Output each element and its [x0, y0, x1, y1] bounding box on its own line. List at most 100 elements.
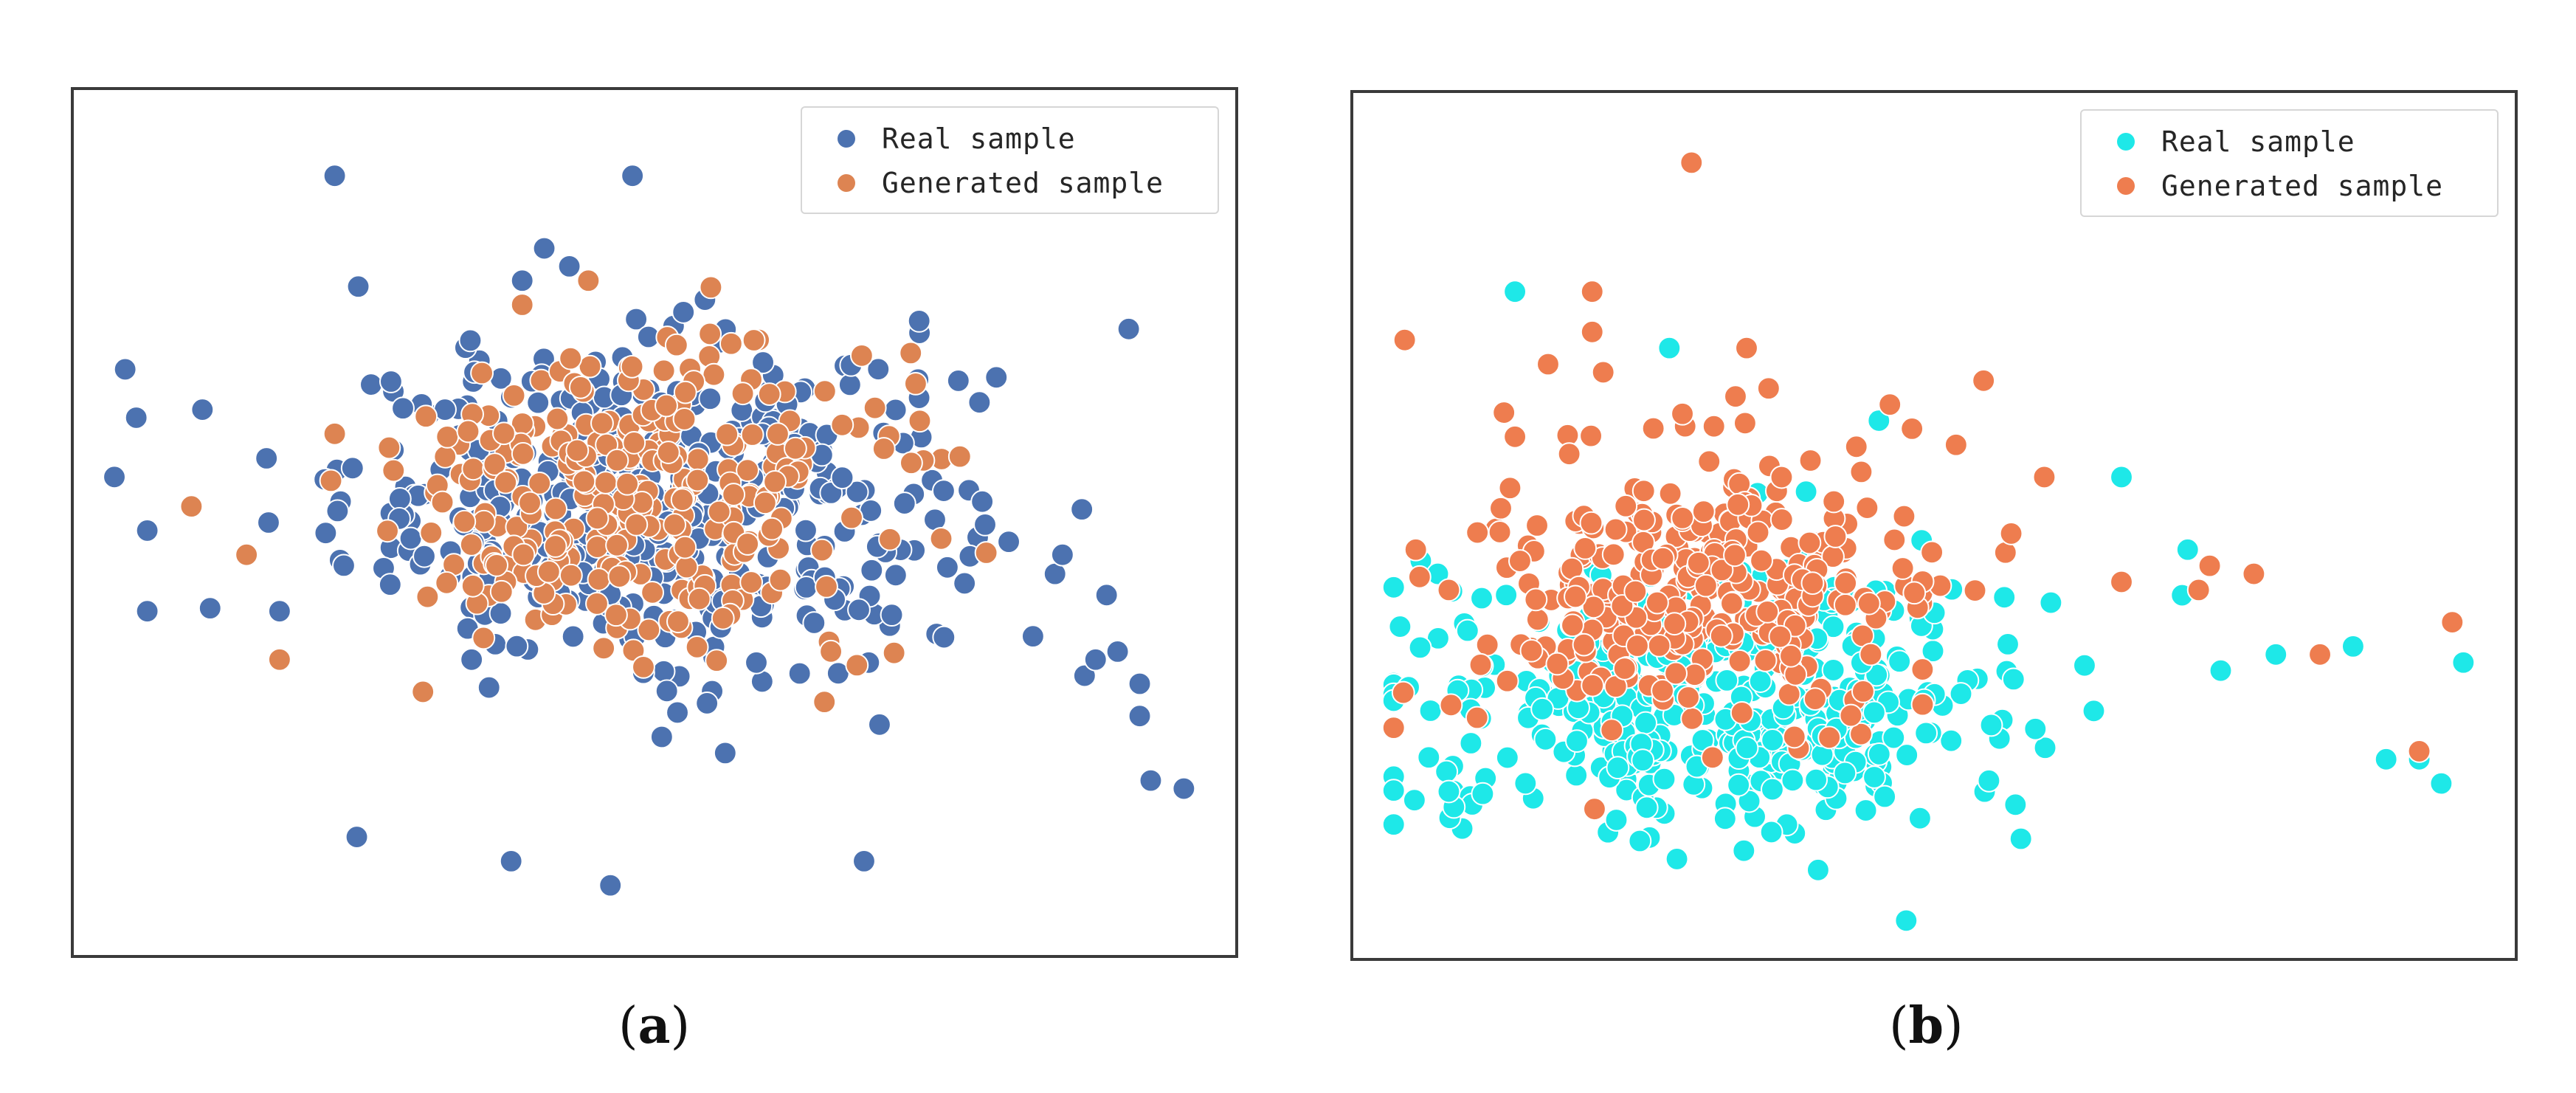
generated-sample-point: [1817, 725, 1842, 750]
generated-sample-point: [615, 472, 640, 496]
real-sample-point: [2001, 667, 2026, 692]
real-sample-point: [880, 603, 904, 627]
generated-sample-point: [536, 559, 561, 584]
generated-sample-point: [1963, 579, 1987, 602]
real-sample-point: [1735, 736, 1759, 760]
generated-sample-point: [605, 448, 629, 472]
real-sample-point: [135, 599, 159, 624]
generated-sample-point: [1890, 556, 1915, 580]
real-sample-point: [1494, 583, 1519, 607]
real-sample-point: [751, 351, 775, 374]
legend-b-real: Real sample: [2096, 120, 2478, 164]
generated-sample-point: [1777, 682, 1801, 706]
generated-sample-point: [377, 435, 401, 460]
generated-sample-point: [707, 500, 731, 524]
generated-sample-point: [760, 517, 784, 541]
generated-sample-point: [620, 354, 644, 379]
generated-sample-point: [528, 471, 552, 495]
real-sample-point: [845, 480, 869, 504]
generated-sample-point: [1536, 352, 1560, 376]
generated-sample-point: [739, 570, 764, 594]
generated-sample-point: [1573, 536, 1598, 560]
generated-sample-point: [736, 532, 760, 556]
generated-sample-point: [1798, 531, 1822, 555]
real-sample-point: [2429, 771, 2454, 796]
generated-sample-point: [1626, 634, 1649, 658]
real-sample-point: [745, 650, 768, 675]
generated-sample-point: [742, 328, 766, 352]
legend-a-generated: Generated sample: [817, 161, 1198, 205]
real-sample-point: [883, 563, 908, 587]
generated-sample-point: [1755, 600, 1780, 624]
generated-sample-point: [576, 269, 601, 293]
real-sample-point: [1888, 649, 1912, 674]
generated-sample-point: [1623, 579, 1648, 604]
generated-sample-point: [1545, 652, 1570, 676]
generated-sample-point: [1679, 151, 1704, 175]
real-sample-point: [1434, 759, 1459, 784]
generated-sample-point: [494, 470, 518, 494]
real-sample-point: [1437, 779, 1461, 804]
generated-sample-point: [705, 649, 729, 673]
generated-sample-point: [1647, 633, 1671, 658]
caption-b: (b): [1889, 996, 1964, 1055]
real-sample-point: [2009, 827, 2033, 851]
real-sample-point: [1050, 542, 1074, 567]
real-sample-point: [1821, 658, 1845, 682]
generated-sample-point: [1859, 642, 1883, 666]
real-sample-point: [1882, 725, 1906, 750]
real-sample-point: [1760, 777, 1784, 801]
generated-sample-point: [740, 423, 764, 446]
generated-sample-point: [1726, 492, 1750, 517]
generated-sample-point: [1671, 506, 1695, 530]
scatter-plot-b: Real sample Generated sample: [1350, 90, 2518, 961]
real-sample-point: [698, 387, 722, 411]
real-sample-point: [868, 712, 891, 737]
real-sample-point: [1417, 745, 1441, 770]
generated-sample-point: [1878, 393, 1902, 417]
real-sample-point: [1833, 761, 1857, 785]
generated-sample-point: [235, 542, 259, 567]
real-sample-point: [953, 571, 977, 596]
real-sample-point: [866, 357, 891, 382]
real-sample-point: [561, 624, 585, 649]
generated-sample-point: [414, 404, 438, 429]
generated-sample-point: [518, 491, 542, 515]
generated-sample-point: [1524, 587, 1548, 612]
generated-sample-point: [572, 469, 596, 494]
generated-sample-point: [1910, 658, 1935, 681]
legend-marker-real-b: [2117, 133, 2135, 151]
real-sample-point: [1992, 585, 2017, 610]
generated-sample-point: [673, 535, 697, 559]
generated-sample-point: [1851, 679, 1875, 703]
generated-sample-point: [1857, 591, 1881, 616]
real-sample-point: [1402, 788, 1426, 813]
generated-sample-point: [544, 497, 567, 521]
generated-sample-point: [435, 570, 459, 595]
generated-sample-point: [1823, 525, 1848, 548]
generated-sample-point: [1833, 593, 1857, 617]
generated-sample-point: [1730, 700, 1754, 725]
generated-sample-point: [974, 541, 998, 565]
generated-sample-point: [459, 533, 483, 556]
generated-sample-point: [815, 575, 838, 599]
real-sample-point: [1894, 908, 1919, 933]
generated-sample-point: [624, 512, 649, 537]
real-sample-point: [1862, 700, 1886, 725]
real-sample-point: [1631, 748, 1655, 773]
generated-sample-point: [1612, 657, 1637, 680]
generated-sample-point: [1849, 460, 1874, 484]
real-sample-point: [1665, 847, 1689, 871]
real-sample-point: [557, 254, 581, 278]
generated-sample-point: [1572, 632, 1596, 657]
generated-sample-point: [430, 490, 455, 514]
real-sample-point: [1727, 773, 1751, 797]
generated-sample-point: [1465, 706, 1489, 730]
real-sample-point: [103, 465, 126, 489]
generated-sample-point: [1439, 693, 1463, 717]
generated-sample-point: [1489, 496, 1513, 520]
real-sample-point: [1949, 682, 1973, 706]
generated-sample-point: [1651, 546, 1675, 570]
real-sample-point: [2073, 653, 2096, 677]
legend-label-generated-b: Generated sample: [2161, 170, 2444, 202]
